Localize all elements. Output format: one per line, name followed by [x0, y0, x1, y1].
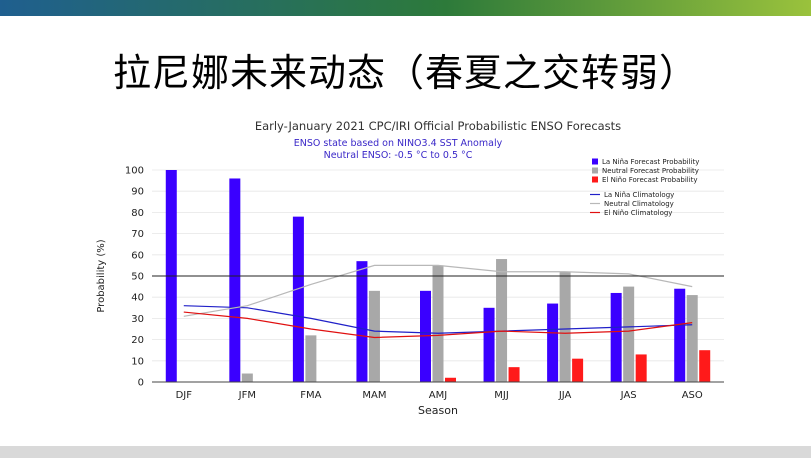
slide-bottom-bar [0, 446, 811, 458]
x-tick-label: JAS [620, 390, 637, 401]
bar-la-ni-a-forecast-probability [420, 290, 431, 382]
bar-la-ni-a-forecast-probability [610, 292, 622, 382]
y-tick-label: 90 [131, 187, 144, 198]
bar-neutral-forecast-probability [623, 286, 635, 382]
bar-neutral-forecast-probability [559, 271, 571, 382]
slide-title: 拉尼娜未来动态（春夏之交转弱） [112, 51, 698, 95]
line-neutral-climatology [183, 264, 693, 317]
y-tick-label: 70 [131, 229, 144, 240]
bar-la-ni-a-forecast-probability [356, 261, 368, 382]
legend-label: Neutral Forecast Probability [602, 167, 699, 175]
x-tick-label: JJA [558, 390, 572, 401]
legend-label: La Niña Climatology [604, 191, 674, 199]
chart-subtitle-line: Neutral ENSO: -0.5 °C to 0.5 °C [324, 150, 473, 161]
bar-neutral-forecast-probability [241, 373, 253, 382]
bar-la-ni-a-forecast-probability [292, 216, 304, 382]
y-tick-label: 100 [125, 166, 144, 177]
legend-swatch [592, 158, 598, 165]
x-tick-label: FMA [300, 390, 321, 401]
legend-label: Neutral Climatology [604, 200, 674, 208]
bar-la-ni-a-forecast-probability [229, 178, 241, 382]
bar-neutral-forecast-probability [432, 265, 444, 382]
y-tick-label: 60 [131, 250, 144, 261]
enso-forecast-chart: Early-January 2021 CPC/IRI Official Prob… [92, 112, 732, 422]
x-tick-label: AMJ [429, 390, 447, 401]
bar-el-ni-o-forecast-probability [699, 350, 711, 382]
y-tick-label: 20 [131, 335, 144, 346]
y-tick-label: 0 [138, 378, 144, 389]
bar-el-ni-o-forecast-probability [635, 354, 647, 382]
x-tick-label: MAM [362, 390, 386, 401]
legend-label: La Niña Forecast Probability [602, 158, 699, 166]
legend-label: El Niño Climatology [604, 209, 672, 217]
bar-la-ni-a-forecast-probability [483, 307, 495, 382]
bar-neutral-forecast-probability [305, 335, 317, 382]
bar-neutral-forecast-probability [686, 295, 698, 382]
bar-el-ni-o-forecast-probability [508, 367, 520, 382]
x-tick-label: JFM [238, 390, 256, 401]
line-el-ni-o-climatology [183, 311, 693, 339]
legend-swatch [592, 167, 598, 174]
y-tick-label: 40 [131, 293, 144, 304]
y-tick-label: 30 [131, 314, 144, 325]
bar-neutral-forecast-probability [496, 259, 508, 382]
chart-title: Early-January 2021 CPC/IRI Official Prob… [255, 119, 621, 133]
bar-el-ni-o-forecast-probability [445, 377, 456, 382]
legend-label: El Niño Forecast Probability [602, 176, 698, 184]
bar-neutral-forecast-probability [368, 290, 380, 382]
chart-subtitle-line: ENSO state based on NINO3.4 SST Anomaly [294, 138, 503, 149]
x-tick-label: ASO [682, 390, 703, 401]
x-axis-label: Season [418, 404, 458, 417]
legend-swatch [592, 176, 598, 183]
slide-top-bar [0, 0, 811, 16]
line-la-ni-a-climatology [183, 305, 693, 334]
y-tick-label: 80 [131, 208, 144, 219]
y-axis-label: Probability (%) [96, 239, 107, 312]
y-tick-label: 50 [131, 272, 144, 283]
bar-la-ni-a-forecast-probability [547, 303, 559, 382]
x-tick-label: MJJ [494, 390, 509, 401]
bar-la-ni-a-forecast-probability [674, 288, 686, 382]
x-tick-label: DJF [176, 390, 193, 401]
bar-el-ni-o-forecast-probability [572, 358, 584, 382]
y-tick-label: 10 [131, 356, 144, 367]
